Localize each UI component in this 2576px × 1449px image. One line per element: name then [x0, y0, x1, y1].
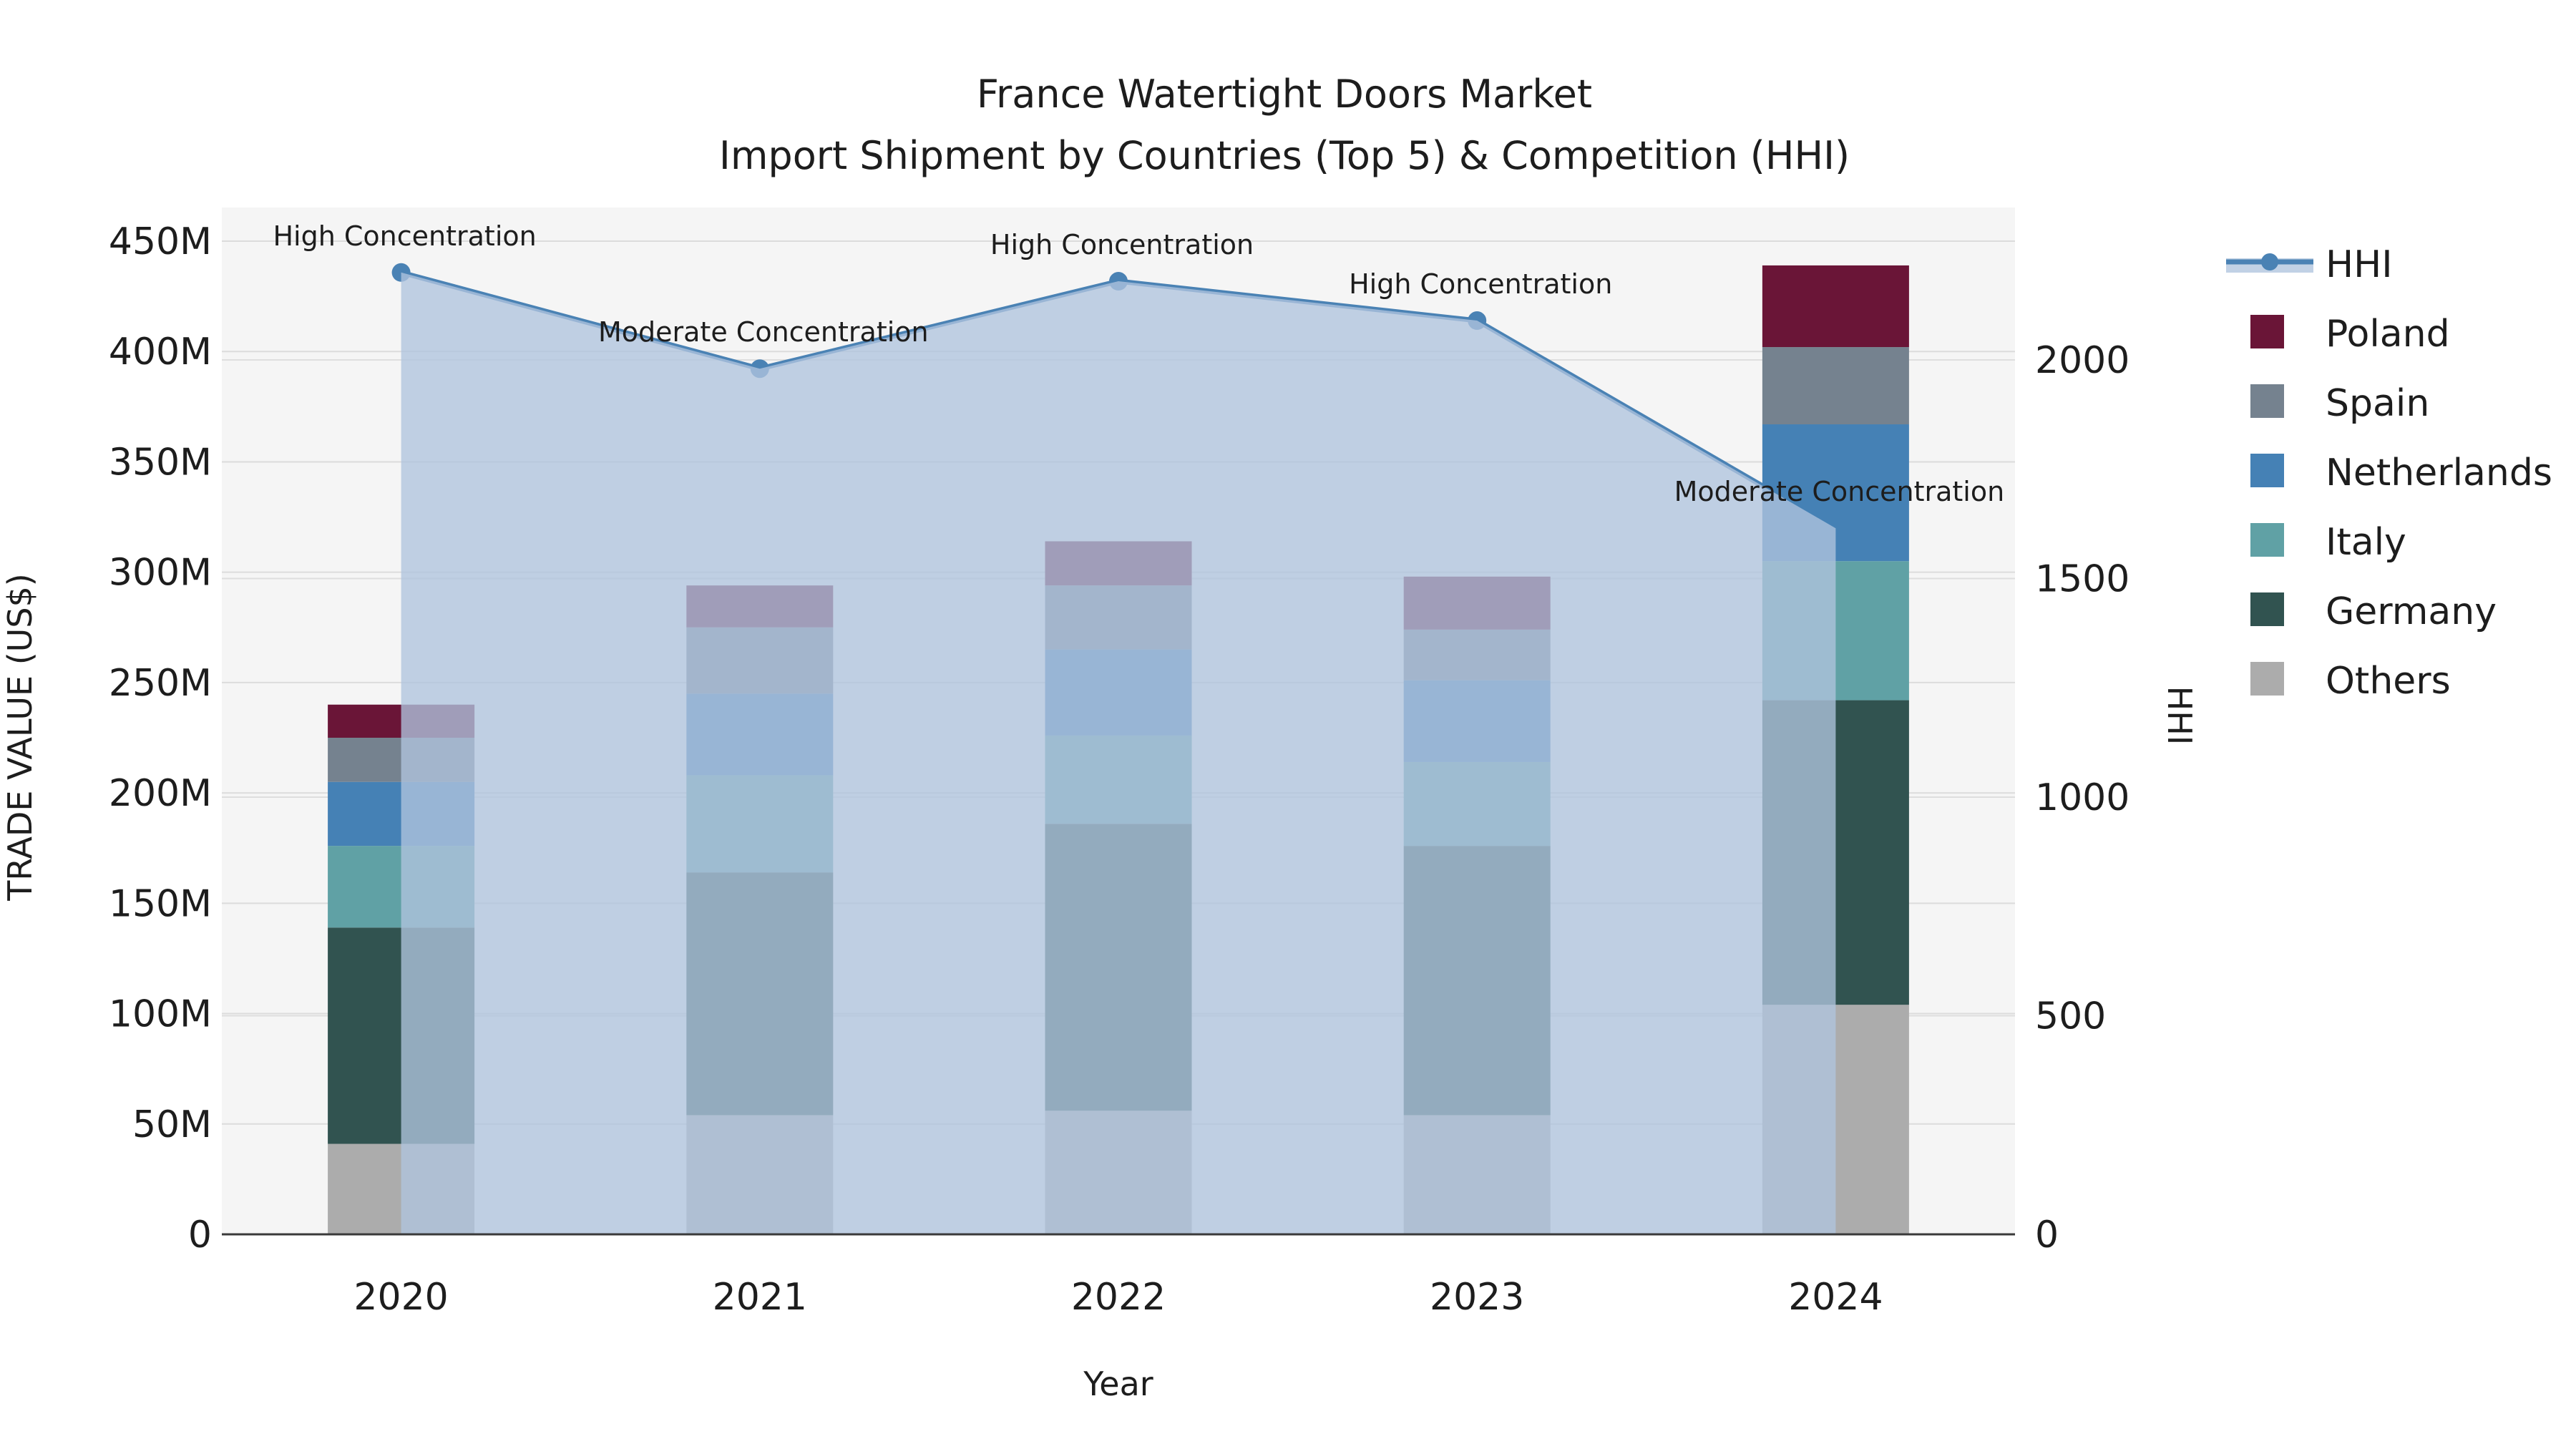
legend-label-hhi: HHI: [2326, 243, 2393, 286]
legend-label-spain: Spain: [2326, 382, 2429, 425]
legend-row-netherlands: Netherlands: [2250, 452, 2552, 494]
chart-subtitle: Import Shipment by Countries (Top 5) & C…: [719, 133, 1850, 178]
legend-swatch-germany: [2250, 592, 2284, 626]
legend-row-hhi: HHI: [2226, 243, 2393, 286]
legend-swatch-italy: [2250, 523, 2284, 557]
y-right-tick-2000: 2000: [2035, 339, 2129, 382]
x-tick-2022: 2022: [1071, 1276, 1166, 1319]
y-left-tick-250M: 250M: [109, 662, 212, 705]
legend-hhi-marker-icon: [2261, 253, 2278, 270]
x-axis-title: Year: [1083, 1365, 1153, 1403]
y-axis-title-right: HHI: [2160, 686, 2199, 746]
hhi-area-layer: [401, 272, 1836, 1234]
annotations-layer: High Concentration Moderate Concentration…: [273, 220, 2004, 507]
legend-swatch-spain: [2250, 384, 2284, 418]
x-tick-2021: 2021: [713, 1276, 807, 1319]
legend-swatch-poland: [2250, 315, 2284, 348]
legend-swatch-netherlands: [2250, 454, 2284, 487]
legend-row-germany: Germany: [2250, 590, 2497, 633]
y-right-tick-1500: 1500: [2035, 558, 2129, 601]
y-axis-title-left: TRADE VALUE (US$): [1, 573, 39, 901]
annotation-2024: Moderate Concentration: [1674, 476, 2005, 507]
bar-segment-2024-spain: [1762, 347, 1909, 425]
legend-row-poland: Poland: [2250, 313, 2450, 356]
hhi-area-fill: [401, 272, 1836, 1234]
tick-labels-layer: 0 50M 100M 150M 200M 250M 300M 350M 400M 450M 0 500…: [109, 220, 2129, 1319]
y-left-tick-300M: 300M: [109, 552, 212, 595]
legend-label-others: Others: [2326, 660, 2451, 703]
y-left-tick-350M: 350M: [109, 441, 212, 484]
bar-segment-2024-poland: [1762, 265, 1909, 348]
y-right-tick-500: 500: [2035, 995, 2106, 1038]
legend-row-spain: Spain: [2250, 382, 2429, 425]
legend: HHI Poland Spain Netherlands Italy Germany Oth…: [2226, 243, 2552, 703]
chart-title: France Watertight Doors Market: [977, 72, 1592, 117]
x-tick-2020: 2020: [353, 1276, 448, 1319]
legend-row-italy: Italy: [2250, 521, 2406, 564]
annotation-2023: High Concentration: [1349, 268, 1612, 300]
x-tick-2023: 2023: [1430, 1276, 1524, 1319]
x-tick-2024: 2024: [1788, 1276, 1883, 1319]
legend-row-others: Others: [2250, 660, 2451, 703]
y-left-tick-0: 0: [188, 1214, 212, 1257]
legend-label-germany: Germany: [2326, 590, 2497, 633]
y-left-tick-50M: 50M: [132, 1103, 212, 1146]
y-left-tick-450M: 450M: [109, 220, 212, 263]
legend-label-poland: Poland: [2326, 313, 2450, 356]
legend-label-italy: Italy: [2326, 521, 2406, 564]
y-left-tick-100M: 100M: [109, 993, 212, 1036]
y-right-tick-0: 0: [2035, 1214, 2059, 1257]
y-right-tick-1000: 1000: [2035, 776, 2129, 819]
legend-label-netherlands: Netherlands: [2326, 452, 2552, 494]
y-left-tick-150M: 150M: [109, 882, 212, 925]
annotation-2020: High Concentration: [273, 220, 536, 252]
annotation-2021: Moderate Concentration: [598, 316, 929, 348]
annotation-2022: High Concentration: [990, 229, 1254, 260]
legend-swatch-others: [2250, 662, 2284, 696]
y-left-tick-400M: 400M: [109, 331, 212, 374]
y-left-tick-200M: 200M: [109, 772, 212, 815]
